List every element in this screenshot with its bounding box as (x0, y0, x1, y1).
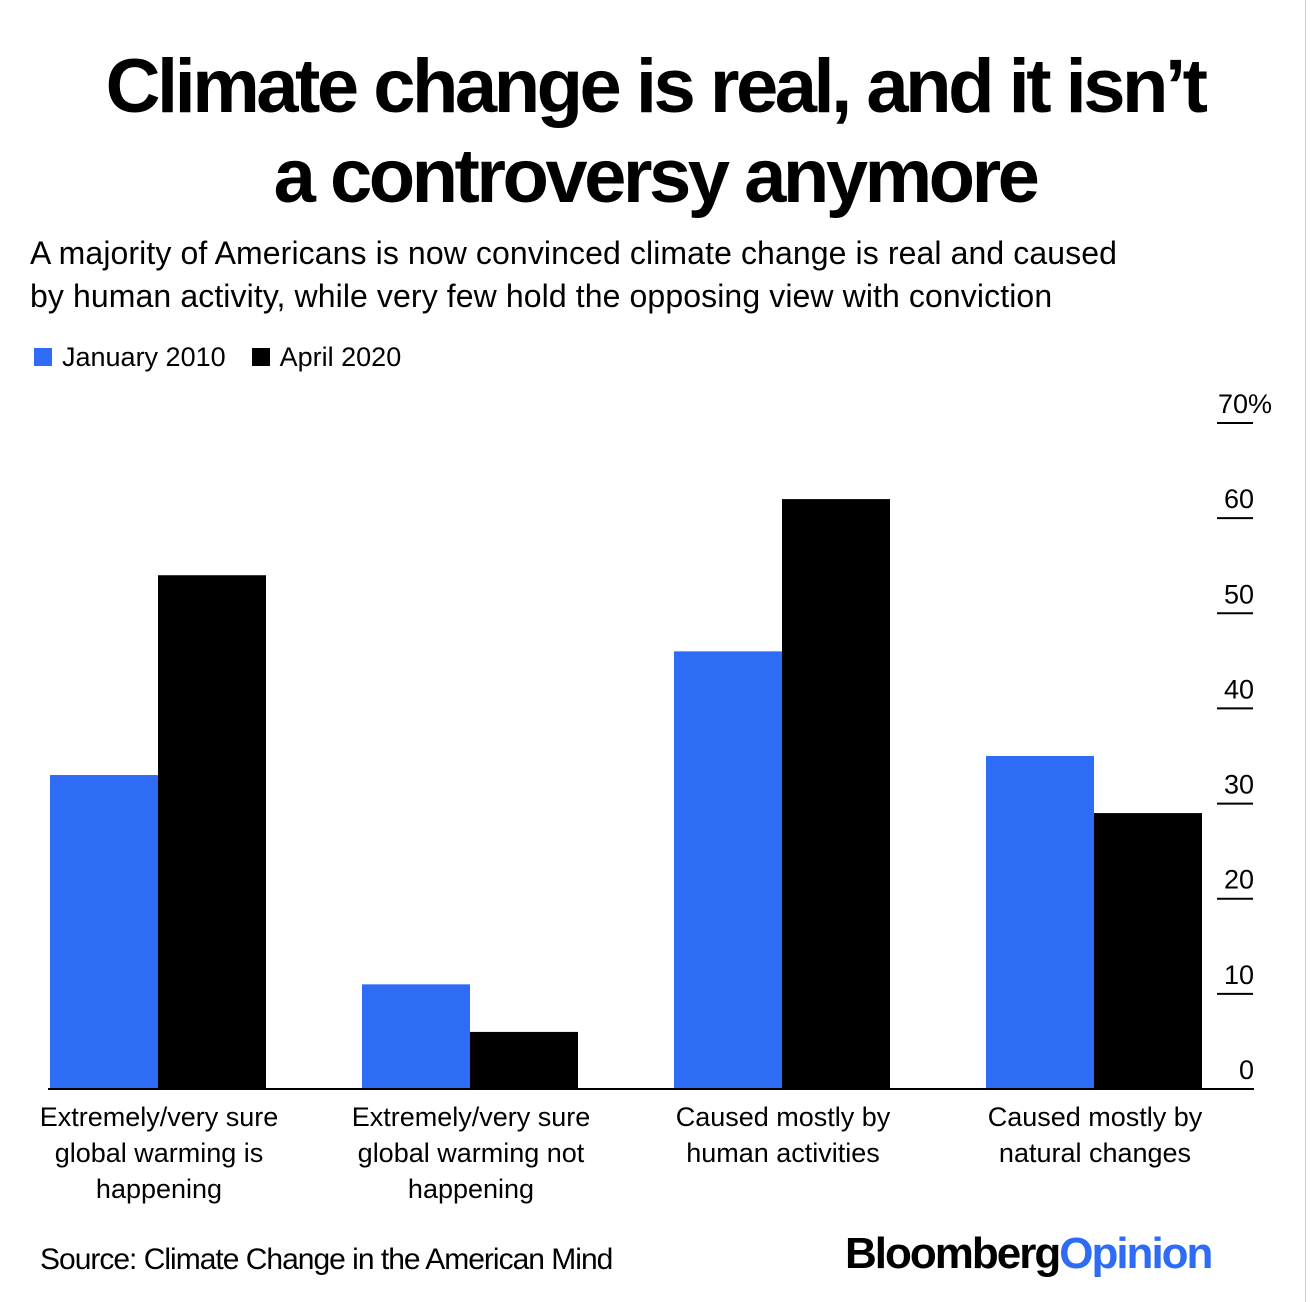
frame-edge (1305, 0, 1306, 1302)
bar-series1-cat1 (50, 775, 158, 1089)
y-tick-label-70: 70% (1218, 389, 1272, 419)
category-label-3-line-1: Caused mostly by (676, 1102, 891, 1132)
y-tick-label-30: 30 (1224, 770, 1254, 800)
y-tick-label-60: 60 (1224, 484, 1254, 514)
chart-subtitle: A majority of Americans is now convinced… (30, 232, 1290, 318)
subtitle-line-1: A majority of Americans is now convinced… (30, 235, 1118, 271)
category-label-2-line-1: Extremely/very sure (352, 1102, 591, 1132)
bar-series1-cat2 (362, 984, 470, 1089)
y-tick-label-10: 10 (1224, 960, 1254, 990)
category-label-4-line-2: natural changes (999, 1138, 1191, 1168)
bar-series2-cat2 (470, 1031, 578, 1089)
y-tick-label-0: 0 (1239, 1055, 1254, 1085)
legend: January 2010 April 2020 (34, 339, 427, 375)
subtitle-line-2: by human activity, while very few hold t… (30, 278, 1053, 314)
category-label-1-line-1: Extremely/very sure (40, 1102, 279, 1132)
source-note: Source: Climate Change in the American M… (40, 1243, 613, 1276)
brand-part-bloomberg: Bloomberg (845, 1229, 1061, 1278)
bar-series2-cat1 (158, 575, 266, 1089)
bar-series1-cat4 (986, 756, 1094, 1089)
y-tick-label-50: 50 (1224, 579, 1254, 609)
chart-title: Climate change is real, and it isn’t a c… (0, 42, 1310, 222)
bar-series1-cat3 (674, 651, 782, 1089)
category-label-3-line-2: human activities (686, 1138, 880, 1168)
bar-series2-cat3 (782, 499, 890, 1090)
y-tick-label-40: 40 (1224, 674, 1254, 704)
title-line-1: Climate change is real, and it isn’t (105, 44, 1208, 129)
category-label-2-line-3: happening (408, 1174, 534, 1204)
category-label-4-line-1: Caused mostly by (988, 1102, 1203, 1132)
legend-item-jan-2010: January 2010 (34, 339, 226, 375)
bar-series2-cat4 (1094, 813, 1202, 1089)
legend-item-apr-2020: April 2020 (251, 339, 402, 375)
brand-logo: BloombergOpinion (845, 1226, 1213, 1282)
brand-part-opinion: Opinion (1059, 1229, 1213, 1278)
y-tick-label-20: 20 (1224, 865, 1254, 895)
category-label-1-line-2: global warming is (55, 1138, 264, 1168)
title-line-2: a controversy anymore (273, 134, 1040, 219)
legend-swatch-black (251, 348, 270, 366)
category-label-2-line-2: global warming not (358, 1138, 585, 1168)
legend-label-apr-2020: April 2020 (279, 342, 402, 372)
category-label-1-line-3: happening (96, 1174, 222, 1204)
legend-label-jan-2010: January 2010 (62, 342, 226, 372)
legend-swatch-blue (34, 348, 52, 366)
